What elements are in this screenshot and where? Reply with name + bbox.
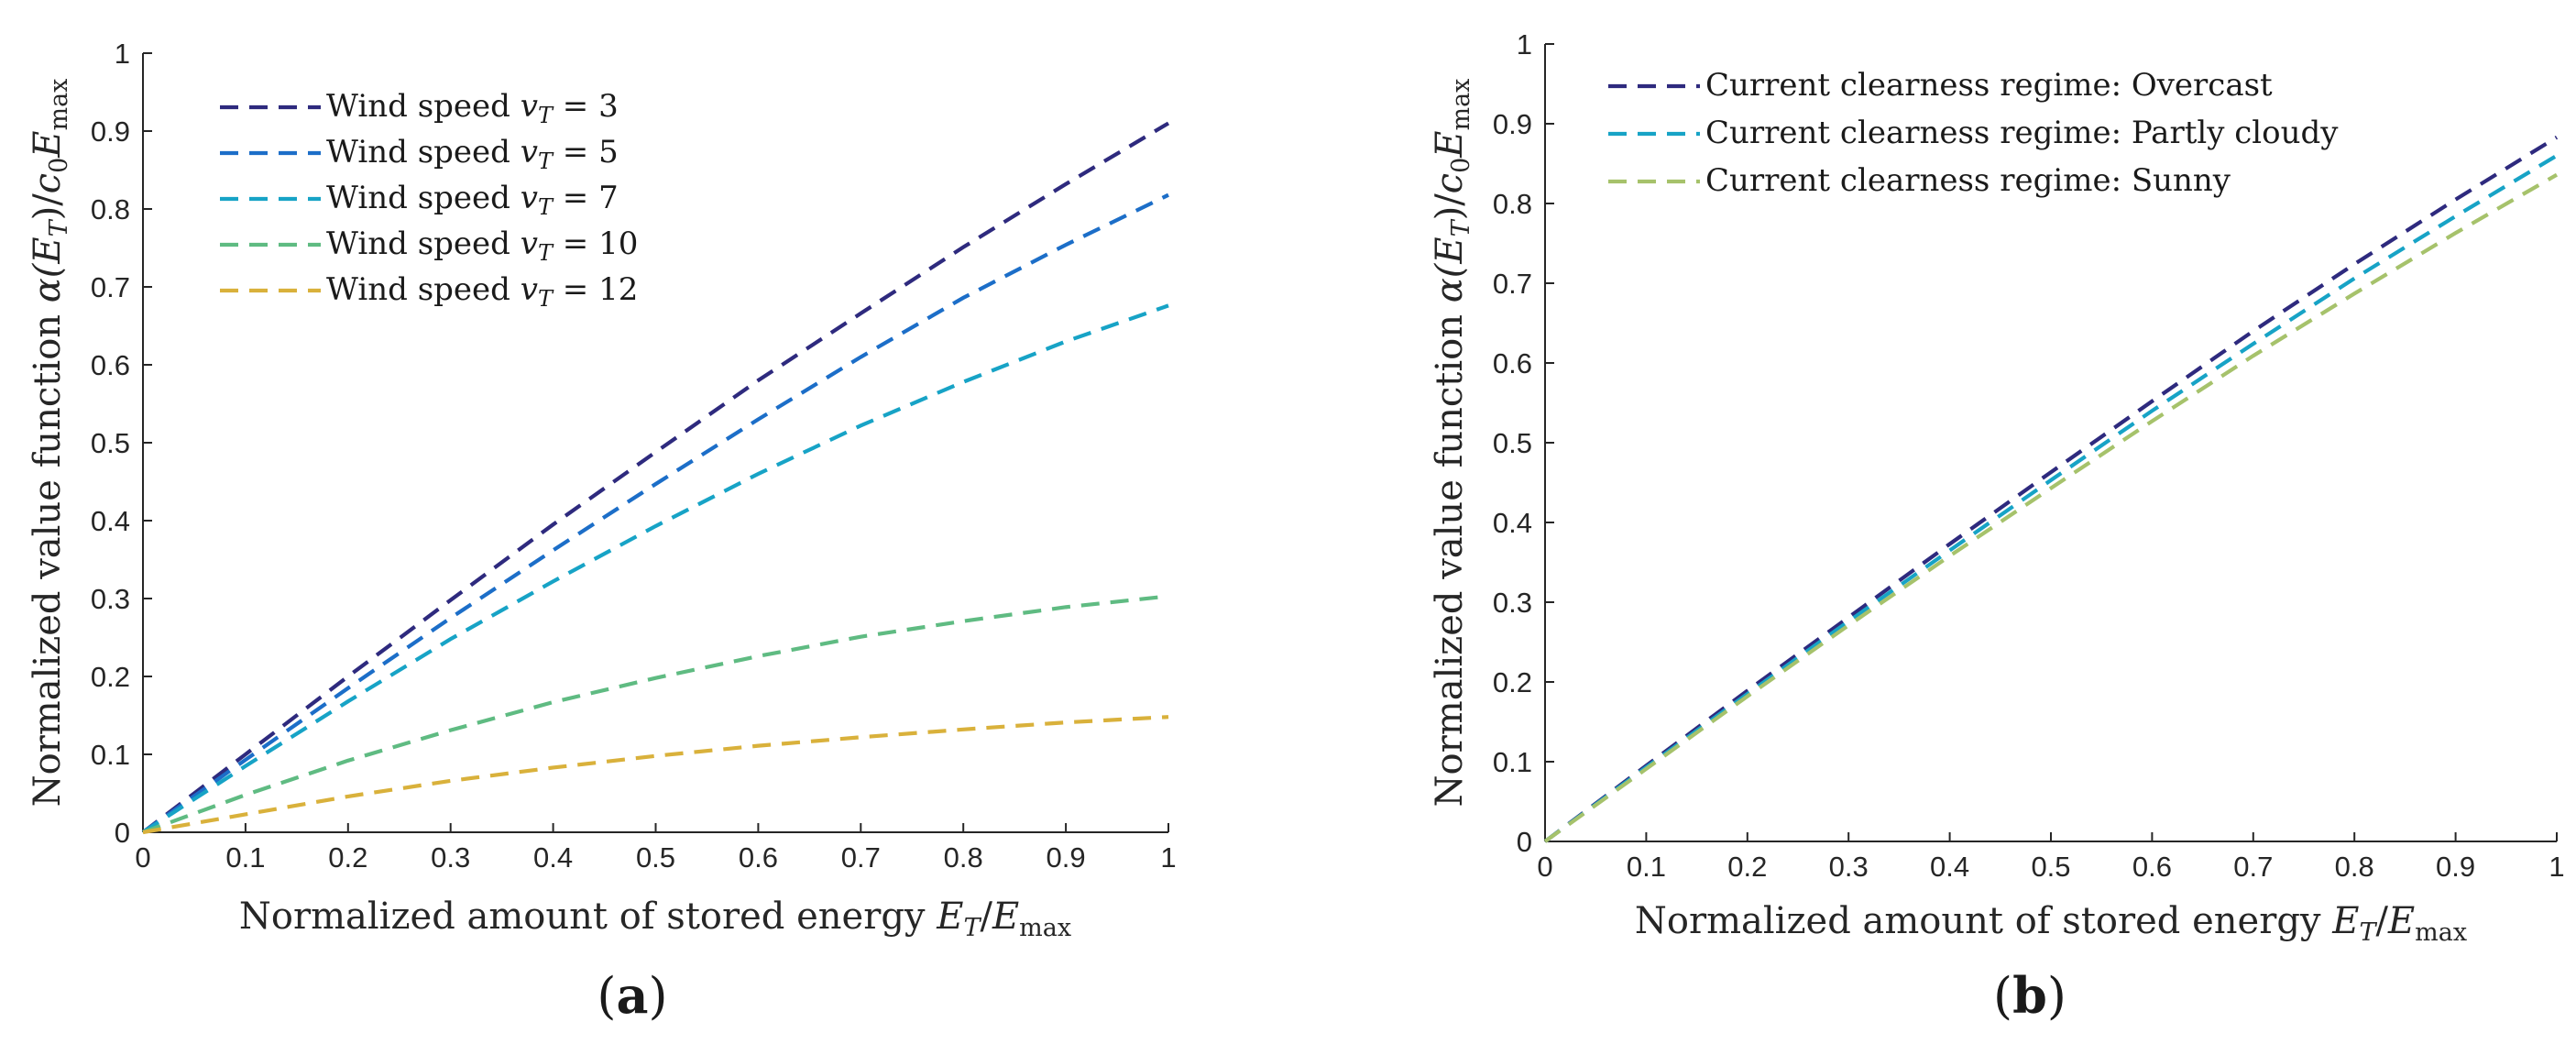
y-tick-label: 0.9	[91, 115, 130, 148]
y-axis-label-a: Normalized value function α(ET)/c0Emax	[27, 79, 73, 808]
y-tick-label: 0.9	[1493, 108, 1532, 140]
legend-label: Wind speed vT = 7	[326, 180, 619, 220]
x-tick-label: 0.4	[533, 841, 573, 874]
x-tick-label: 0.3	[1829, 851, 1869, 883]
legend-item: Current clearness regime: Sunny	[1608, 162, 2231, 199]
plot-area-b: 0 0.1 0.2 0.3 0.4 0.5 0.6 0.7 0.8 0.9 1 0 0.1 0.2 0.3…	[1493, 28, 2565, 883]
x-tick-label: 0.7	[2233, 851, 2273, 883]
y-tick-label: 0.1	[1493, 746, 1532, 778]
legend-item: Current clearness regime: Partly cloudy	[1608, 115, 2339, 151]
legend-a: Wind speed vT = 3 Wind speed vT = 5 Wind s…	[220, 88, 638, 312]
y-tick-label: 1	[115, 38, 130, 70]
y-tick-label: 0.7	[91, 271, 130, 303]
legend-item: Current clearness regime: Overcast	[1608, 67, 2273, 104]
plot-area-a: 0 0.1 0.2 0.3 0.4 0.5 0.6 0.7 0.8 0.9 1 0 0.1 0.2 0.3…	[91, 38, 1177, 874]
legend-label: Wind speed vT = 10	[326, 225, 638, 266]
legend-label: Current clearness regime: Overcast	[1705, 67, 2273, 104]
y-tick-label: 0.8	[1493, 188, 1532, 220]
legend-item: Wind speed vT = 5	[220, 134, 619, 174]
series-line-b-0	[1543, 136, 2559, 843]
x-ticks-b: 0 0.1 0.2 0.3 0.4 0.5 0.6 0.7 0.8 0.9 1	[1537, 832, 2565, 883]
y-tick-label: 0.2	[1493, 666, 1532, 698]
x-tick-label: 1	[2549, 851, 2564, 883]
panel-label-b: (b)	[1993, 966, 2066, 1025]
x-tick-label: 0.8	[944, 841, 983, 874]
x-tick-label: 0.9	[2436, 851, 2475, 883]
series-group-a	[141, 121, 1170, 835]
x-tick-label: 0.1	[1627, 851, 1666, 883]
legend-label: Wind speed vT = 3	[326, 88, 619, 128]
x-axis-label-b: Normalized amount of stored energy ET/Em…	[1635, 900, 2467, 947]
y-tick-label: 0	[1517, 826, 1532, 858]
panel-label-a: (a)	[597, 966, 667, 1025]
series-line-b-2	[1543, 172, 2559, 843]
y-tick-label: 0.3	[1493, 587, 1532, 619]
y-tick-label: 1	[1517, 28, 1532, 60]
y-tick-label: 0.5	[91, 427, 130, 459]
series-line-a-0	[141, 121, 1170, 834]
y-tick-label: 0.5	[1493, 427, 1532, 459]
y-tick-label: 0	[115, 817, 130, 849]
y-tick-label: 0.6	[91, 349, 130, 381]
x-tick-label: 0.9	[1047, 841, 1086, 874]
x-tick-label: 0.3	[431, 841, 470, 874]
legend-label: Current clearness regime: Partly cloudy	[1705, 115, 2339, 151]
legend-item: Wind speed vT = 7	[220, 180, 619, 220]
series-line-a-3	[142, 594, 1169, 834]
x-tick-label: 0.8	[2335, 851, 2374, 883]
y-tick-label: 0.3	[91, 583, 130, 615]
x-axis-label-a: Normalized amount of stored energy ET/Em…	[239, 896, 1071, 942]
series-line-a-1	[141, 192, 1169, 834]
x-tick-label: 1	[1160, 841, 1176, 874]
x-tick-label: 0.7	[841, 841, 881, 874]
legend-label: Current clearness regime: Sunny	[1705, 162, 2231, 199]
panel-b: 0 0.1 0.2 0.3 0.4 0.5 0.6 0.7 0.8 0.9 1 0 0.1 0.2 0.3…	[1429, 28, 2565, 1025]
x-tick-label: 0.5	[2031, 851, 2070, 883]
legend-label: Wind speed vT = 5	[326, 134, 619, 174]
y-tick-label: 0.6	[1493, 347, 1532, 379]
x-tick-label: 0.2	[1727, 851, 1767, 883]
x-tick-label: 0.4	[1930, 851, 1969, 883]
x-tick-label: 0.2	[328, 841, 367, 874]
y-axis-label-b: Normalized value function α(ET)/c0Emax	[1429, 79, 1475, 808]
y-ticks-b: 0 0.1 0.2 0.3 0.4 0.5 0.6 0.7 0.8 0.9 1	[1493, 28, 1554, 858]
x-tick-label: 0.1	[225, 841, 265, 874]
x-tick-label: 0	[1537, 851, 1552, 883]
y-tick-label: 0.4	[1493, 507, 1532, 539]
legend-item: Wind speed vT = 3	[220, 88, 619, 128]
y-tick-label: 0.2	[91, 661, 130, 693]
x-tick-label: 0.6	[739, 841, 778, 874]
x-tick-label: 0.5	[636, 841, 675, 874]
x-tick-label: 0.6	[2132, 851, 2172, 883]
legend-item: Wind speed vT = 12	[220, 271, 638, 312]
legend-b: Current clearness regime: Overcast Curren…	[1608, 67, 2339, 199]
panel-a: 0 0.1 0.2 0.3 0.4 0.5 0.6 0.7 0.8 0.9 1 0 0.1 0.2 0.3…	[27, 38, 1177, 1025]
y-ticks-a: 0 0.1 0.2 0.3 0.4 0.5 0.6 0.7 0.8 0.9 1	[91, 38, 152, 849]
x-ticks-a: 0 0.1 0.2 0.3 0.4 0.5 0.6 0.7 0.8 0.9 1	[135, 823, 1177, 874]
y-tick-label: 0.7	[1493, 268, 1532, 300]
series-line-a-2	[141, 303, 1169, 834]
y-tick-label: 0.8	[91, 193, 130, 225]
series-line-b-1	[1543, 153, 2559, 843]
y-tick-label: 0.1	[91, 739, 130, 771]
x-tick-label: 0	[135, 841, 150, 874]
legend-item: Wind speed vT = 10	[220, 225, 638, 266]
y-tick-label: 0.4	[91, 505, 130, 537]
series-line-a-4	[142, 715, 1169, 835]
legend-label: Wind speed vT = 12	[326, 271, 638, 312]
series-group-b	[1543, 136, 2559, 843]
